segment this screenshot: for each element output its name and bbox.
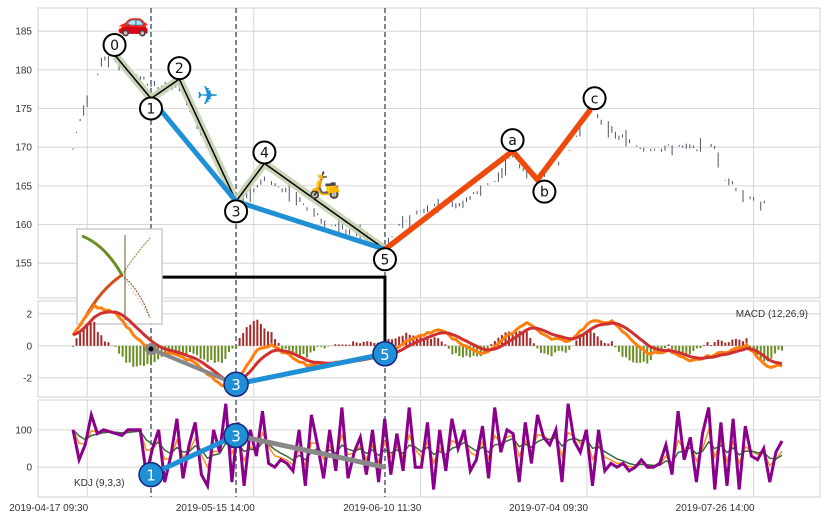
price-ytick-label: 175 bbox=[15, 104, 32, 115]
price-ytick-label: 160 bbox=[15, 220, 32, 231]
kdj-k-line bbox=[72, 427, 783, 470]
correction-wave-line bbox=[383, 107, 593, 252]
wave-label-a: a bbox=[508, 133, 517, 149]
x-tick-label: 2019-05-15 14:00 bbox=[176, 503, 255, 514]
price-ytick-label: 180 bbox=[15, 65, 32, 76]
wave-label-1: 1 bbox=[147, 101, 156, 117]
wave-label-c: c bbox=[591, 91, 599, 107]
kdj-label: KDJ (9,3,3) bbox=[74, 478, 125, 489]
macd-ytick-label: 2 bbox=[26, 309, 32, 320]
thumbnail-curve bbox=[121, 237, 151, 276]
wave-label-0: 0 bbox=[110, 38, 119, 54]
macd-ytick-label: 0 bbox=[26, 341, 32, 352]
kdj-wave-label-3: 3 bbox=[231, 427, 241, 445]
impulse-wave-line bbox=[114, 55, 386, 250]
macd-label: MACD (12,26,9) bbox=[736, 309, 808, 320]
macd-wave-label-3-circle bbox=[223, 371, 249, 397]
scooter-icon: 🛵 bbox=[309, 170, 341, 201]
wave-label-b: b bbox=[540, 185, 549, 201]
macd-wave-label-5: 5 bbox=[380, 346, 390, 364]
x-tick-label: 2019-07-04 09:30 bbox=[509, 503, 588, 514]
kdj-wave-label-1-circle bbox=[138, 461, 164, 488]
price-ytick-label: 170 bbox=[15, 143, 32, 154]
kdj-j-line bbox=[71, 403, 784, 491]
wave-label-4: 4 bbox=[260, 145, 269, 161]
panel-connector-line bbox=[161, 275, 387, 348]
wave-label-3-circle bbox=[224, 199, 249, 224]
macd-grey-point-center bbox=[148, 346, 154, 352]
kdj-d-line bbox=[72, 429, 783, 467]
thumbnail-curve bbox=[81, 234, 124, 276]
wave-label-1-circle bbox=[138, 96, 163, 121]
price-panel-frame bbox=[37, 7, 821, 299]
wave-label-5-circle bbox=[372, 247, 397, 272]
wave-label-a-circle bbox=[500, 128, 525, 153]
price-ytick-label: 185 bbox=[15, 27, 32, 38]
wave-label-b-circle bbox=[532, 179, 557, 204]
wave-label-3: 3 bbox=[232, 204, 241, 220]
wave-label-5: 5 bbox=[380, 252, 389, 268]
macd-dea-line bbox=[72, 310, 783, 383]
macd-wave-label-5-circle bbox=[372, 341, 398, 367]
wave-label-c-circle bbox=[582, 86, 607, 111]
price-ytick-label: 165 bbox=[15, 181, 32, 192]
x-tick-label: 2019-07-26 14:00 bbox=[676, 503, 755, 514]
wave-label-2: 2 bbox=[175, 61, 184, 77]
wave-label-4-circle bbox=[252, 140, 277, 165]
kdj-ytick-label: 0 bbox=[26, 463, 32, 474]
kdj-wave-label-3-circle bbox=[223, 422, 249, 449]
kdj-grey-wave-line bbox=[235, 432, 386, 470]
kdj-wave-label-1: 1 bbox=[146, 467, 156, 485]
price-ytick-label: 155 bbox=[15, 259, 32, 270]
macd-wave-label-3: 3 bbox=[231, 376, 241, 394]
kdj-ytick-label: 100 bbox=[15, 425, 32, 436]
x-tick-label: 2019-04-17 09:30 bbox=[9, 503, 88, 514]
wave-label-0-circle bbox=[102, 32, 127, 57]
x-tick-label: 2019-06-10 11:30 bbox=[343, 503, 422, 514]
kdj-blue-wave-line bbox=[149, 433, 238, 477]
macd-grey-wave-line bbox=[150, 347, 237, 387]
wave-label-2-circle bbox=[167, 56, 192, 81]
macd-blue-wave-line bbox=[235, 351, 386, 387]
macd-dif-line bbox=[71, 303, 783, 388]
car-icon: 🚗 bbox=[117, 7, 149, 37]
airplane-icon: ✈ bbox=[197, 81, 219, 111]
macd-ytick-label: -2 bbox=[23, 373, 32, 384]
